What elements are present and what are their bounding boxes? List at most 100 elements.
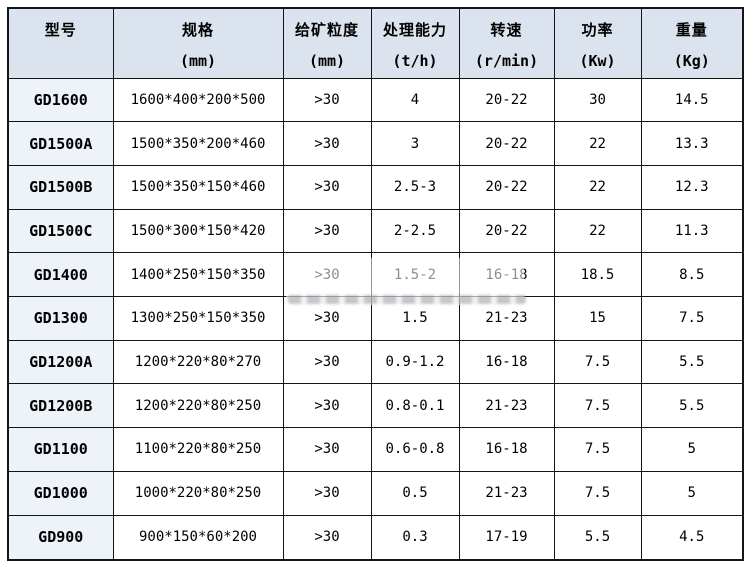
header-power-unit: (Kw) [579, 52, 616, 70]
weight-cell: 5 [640, 470, 744, 516]
weight-cell: 11.3 [640, 208, 744, 254]
header-weight-unit: (Kg) [673, 52, 710, 70]
weight-cell: 5 [640, 427, 744, 472]
power-cell: 22 [553, 121, 642, 166]
speed-cell: 16-18 [458, 339, 555, 385]
header-weight-label: 重量 [675, 22, 708, 39]
power-cell: 7.5 [553, 339, 642, 385]
table-row: GD1200A 1200*220*80*270 >30 0.9-1.2 16-18 7.5… [7, 339, 744, 385]
feed-size-cell: >30 [282, 383, 372, 429]
header-feed-size-label: 给矿粒度 [294, 22, 359, 39]
spec-cell: 1200*220*80*250 [112, 383, 284, 429]
speed-cell: 21-23 [458, 470, 555, 516]
table-row: GD1500C 1500*300*150*420 >30 2-2.5 20-22 22 11… [7, 208, 744, 254]
spec-cell: 1300*250*150*350 [112, 296, 284, 341]
spec-cell: 1500*350*200*460 [112, 121, 284, 166]
capacity-cell: 1.5-2 [370, 252, 460, 298]
spec-cell: 1500*300*150*420 [112, 208, 284, 254]
header-row: 型号 规格 (mm) 给矿粒度 (mm) 处理能力 (t/h) 转速 (r [7, 7, 744, 79]
header-spec-unit: (mm) [179, 52, 217, 70]
header-capacity: 处理能力 (t/h) [370, 7, 460, 79]
feed-size-cell: >30 [282, 208, 372, 254]
model-cell: GD1500C [7, 208, 114, 254]
speed-cell: 20-22 [458, 121, 555, 166]
model-cell: GD1400 [7, 252, 114, 298]
header-feed-size: 给矿粒度 (mm) [282, 7, 372, 79]
feed-size-cell: >30 [282, 427, 372, 472]
speed-cell: 21-23 [458, 296, 555, 341]
feed-size-cell: >30 [282, 296, 372, 341]
model-cell: GD1300 [7, 296, 114, 341]
table-row: GD1200B 1200*220*80*250 >30 0.8-0.1 21-23 7.5… [7, 383, 744, 429]
table-header: 型号 规格 (mm) 给矿粒度 (mm) 处理能力 (t/h) 转速 (r [7, 7, 744, 79]
weight-cell: 5.5 [640, 383, 744, 429]
feed-size-cell: >30 [282, 339, 372, 385]
weight-cell: 14.5 [640, 77, 744, 123]
speed-cell: 17-19 [458, 514, 555, 561]
feed-size-cell: >30 [282, 514, 372, 561]
speed-cell: 16-18 [458, 427, 555, 472]
power-cell: 22 [553, 164, 642, 210]
weight-cell: 13.3 [640, 121, 744, 166]
capacity-cell: 0.8-0.1 [370, 383, 460, 429]
table-row: GD1600 1600*400*200*500 >30 4 20-22 30 14.5 [7, 77, 744, 123]
header-capacity-unit: (t/h) [392, 52, 438, 70]
header-model: 型号 [7, 7, 114, 79]
power-cell: 5.5 [553, 514, 642, 561]
table-row: GD1400 1400*250*150*350 >30 1.5-2 16-18 18.5 8… [7, 252, 744, 298]
product-spec-table: 型号 规格 (mm) 给矿粒度 (mm) 处理能力 (t/h) 转速 (r [7, 7, 744, 561]
feed-size-cell: >30 [282, 470, 372, 516]
capacity-cell: 0.5 [370, 470, 460, 516]
table-row: GD1100 1100*220*80*250 >30 0.6-0.8 16-18 7.5 5 [7, 427, 744, 472]
header-speed: 转速 (r/min) [458, 7, 555, 79]
model-cell: GD1100 [7, 427, 114, 472]
capacity-cell: 1.5 [370, 296, 460, 341]
speed-cell: 16-18 [458, 252, 555, 298]
feed-size-cell: >30 [282, 121, 372, 166]
capacity-cell: 2-2.5 [370, 208, 460, 254]
spec-cell: 1600*400*200*500 [112, 77, 284, 123]
feed-size-cell: >30 [282, 77, 372, 123]
table-row: GD1000 1000*220*80*250 >30 0.5 21-23 7.5 5 [7, 470, 744, 516]
speed-cell: 20-22 [458, 164, 555, 210]
table-row: GD1500B 1500*350*150*460 >30 2.5-3 20-22 22 12… [7, 164, 744, 210]
header-feed-size-unit: (mm) [308, 52, 346, 70]
power-cell: 18.5 [553, 252, 642, 298]
speed-cell: 20-22 [458, 77, 555, 123]
model-cell: GD1600 [7, 77, 114, 123]
header-capacity-label: 处理能力 [382, 22, 447, 39]
capacity-cell: 2.5-3 [370, 164, 460, 210]
capacity-cell: 3 [370, 121, 460, 166]
spec-cell: 1100*220*80*250 [112, 427, 284, 472]
table-row: GD900 900*150*60*200 >30 0.3 17-19 5.5 4.5 [7, 514, 744, 561]
model-cell: GD900 [7, 514, 114, 561]
power-cell: 7.5 [553, 427, 642, 472]
weight-cell: 12.3 [640, 164, 744, 210]
speed-cell: 21-23 [458, 383, 555, 429]
model-cell: GD1200A [7, 339, 114, 385]
header-power: 功率 (Kw) [553, 7, 642, 79]
model-cell: GD1000 [7, 470, 114, 516]
weight-cell: 7.5 [640, 296, 744, 341]
feed-size-cell: >30 [282, 252, 372, 298]
feed-size-cell: >30 [282, 164, 372, 210]
weight-cell: 5.5 [640, 339, 744, 385]
model-cell: GD1500B [7, 164, 114, 210]
table-row: GD1500A 1500*350*200*460 >30 3 20-22 22 13.3 [7, 121, 744, 166]
spec-cell: 1200*220*80*270 [112, 339, 284, 385]
power-cell: 15 [553, 296, 642, 341]
model-cell: GD1200B [7, 383, 114, 429]
weight-cell: 4.5 [640, 514, 744, 561]
table-row: GD1300 1300*250*150*350 >30 1.5 21-23 15 7.5 [7, 296, 744, 341]
power-cell: 22 [553, 208, 642, 254]
power-cell: 7.5 [553, 383, 642, 429]
header-weight: 重量 (Kg) [640, 7, 744, 79]
table-body: GD1600 1600*400*200*500 >30 4 20-22 30 14.5 GD1… [7, 77, 744, 561]
capacity-cell: 0.3 [370, 514, 460, 561]
header-spec: 规格 (mm) [112, 7, 284, 79]
spec-cell: 1500*350*150*460 [112, 164, 284, 210]
model-cell: GD1500A [7, 121, 114, 166]
header-speed-label: 转速 [490, 22, 523, 39]
spec-cell: 900*150*60*200 [112, 514, 284, 561]
speed-cell: 20-22 [458, 208, 555, 254]
